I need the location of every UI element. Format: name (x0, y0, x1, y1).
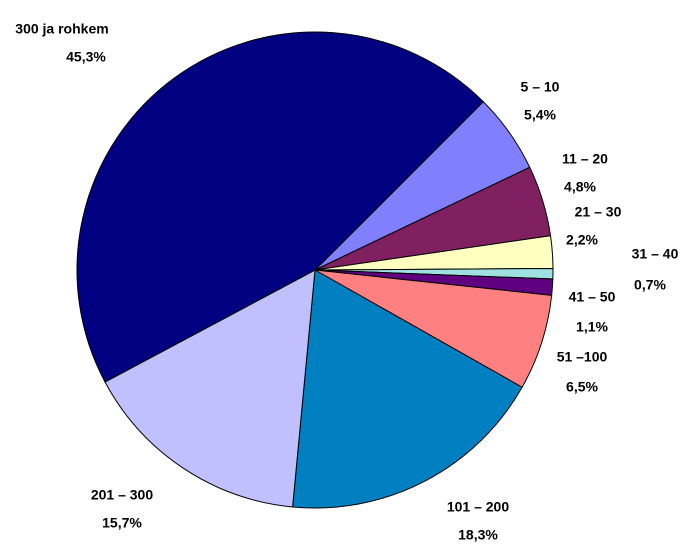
category-label: 5 – 10 (521, 79, 560, 95)
value-label: 6,5% (566, 379, 598, 395)
category-label: 41 – 50 (569, 289, 616, 305)
pie-slice (292, 269, 523, 509)
category-label: 31 – 40 (632, 246, 679, 262)
value-label: 4,8% (564, 179, 596, 195)
category-label: 101 – 200 (447, 499, 509, 515)
pie-slice (76, 31, 484, 383)
category-label: 21 – 30 (575, 204, 622, 220)
value-label: 2,2% (566, 232, 598, 248)
category-label: 11 – 20 (562, 151, 608, 167)
value-label: 0,7% (634, 277, 666, 293)
value-label: 5,4% (524, 107, 556, 123)
category-label: 300 ja rohkem (15, 21, 108, 37)
value-label: 18,3% (458, 527, 498, 543)
value-label: 45,3% (66, 49, 106, 65)
value-label: 15,7% (102, 515, 142, 531)
value-label: 1,1% (576, 319, 608, 335)
category-label: 201 – 300 (91, 487, 153, 503)
pie-slice (104, 269, 316, 508)
category-label: 51 –100 (557, 349, 608, 365)
